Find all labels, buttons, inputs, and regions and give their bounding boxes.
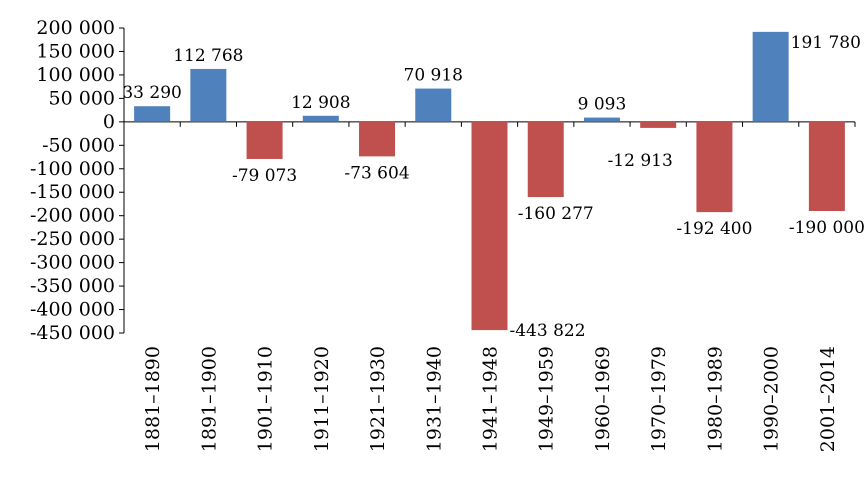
x-axis-ticks: 1881–1890 1891–1900 1901–1910 1911–1920 1921… — [142, 346, 839, 452]
data-label: 70 918 — [404, 66, 463, 86]
y-tick-label: -350 000 — [30, 275, 115, 297]
bar-1891–1900 — [190, 68, 227, 122]
bar-1960–1969 — [583, 117, 620, 122]
bar-1941–1948 — [471, 121, 508, 331]
x-tick-label: 1931–1940 — [423, 346, 445, 452]
bar-1901–1910 — [246, 121, 283, 159]
y-tick-label: -450 000 — [30, 322, 115, 344]
bar-1921–1930 — [359, 121, 396, 157]
data-label: -443 822 — [510, 321, 586, 341]
data-label: 12 908 — [291, 93, 350, 113]
data-label: -160 277 — [518, 204, 594, 224]
y-tick-label: -100 000 — [30, 158, 115, 180]
bar-1970–1979 — [640, 121, 677, 128]
x-tick-label: 1901–1910 — [255, 346, 277, 452]
bar-1911–1920 — [302, 115, 339, 122]
x-tick-label: 1990–2000 — [761, 346, 783, 452]
data-label: 9 093 — [578, 95, 627, 115]
bar-1949–1959 — [527, 121, 564, 198]
x-tick-label: 1881–1890 — [142, 346, 164, 452]
x-tick-label: 1949–1959 — [536, 346, 558, 452]
y-tick-label: 0 — [103, 111, 115, 133]
x-tick-label: 1891–1900 — [198, 346, 220, 452]
bar-1931–1940 — [415, 88, 452, 122]
y-tick-label: -200 000 — [30, 205, 115, 227]
data-label: -190 000 — [789, 218, 865, 238]
y-tick-label: 150 000 — [36, 40, 115, 62]
bars — [134, 31, 845, 331]
data-label: -12 913 — [608, 151, 673, 171]
data-label: 112 768 — [173, 46, 243, 66]
bar-2001–2014 — [808, 121, 845, 211]
y-tick-label: -400 000 — [30, 299, 115, 321]
data-label: 33 290 — [122, 83, 181, 103]
x-tick-label: 1980–1989 — [704, 346, 726, 452]
bar-1881–1890 — [134, 106, 171, 122]
data-label: -192 400 — [676, 219, 752, 239]
x-tick-label: 1941–1948 — [480, 346, 502, 452]
data-labels: 33 290 112 768 -79 073 12 908 -73 604 70 918 -… — [122, 33, 865, 341]
x-tick-label: 1960–1969 — [592, 346, 614, 452]
y-tick-label: -300 000 — [30, 252, 115, 274]
data-label: -79 073 — [232, 166, 297, 186]
x-tick-label: 1970–1979 — [648, 346, 670, 452]
x-tick-label: 1911–1920 — [311, 346, 333, 452]
y-tick-label: 100 000 — [36, 64, 115, 86]
y-tick-label: -250 000 — [30, 228, 115, 250]
x-tick-label: 1921–1930 — [367, 346, 389, 452]
y-tick-label: -150 000 — [30, 181, 115, 203]
x-tick-label: 2001–2014 — [817, 346, 839, 452]
y-tick-label: -50 000 — [42, 134, 115, 156]
y-tick-label: 200 000 — [36, 17, 115, 39]
bar-1980–1989 — [696, 121, 733, 213]
bar-1990–2000 — [752, 31, 789, 122]
y-tick-label: 50 000 — [49, 87, 115, 109]
data-label: -73 604 — [344, 163, 409, 183]
data-label: 191 780 — [791, 33, 861, 53]
